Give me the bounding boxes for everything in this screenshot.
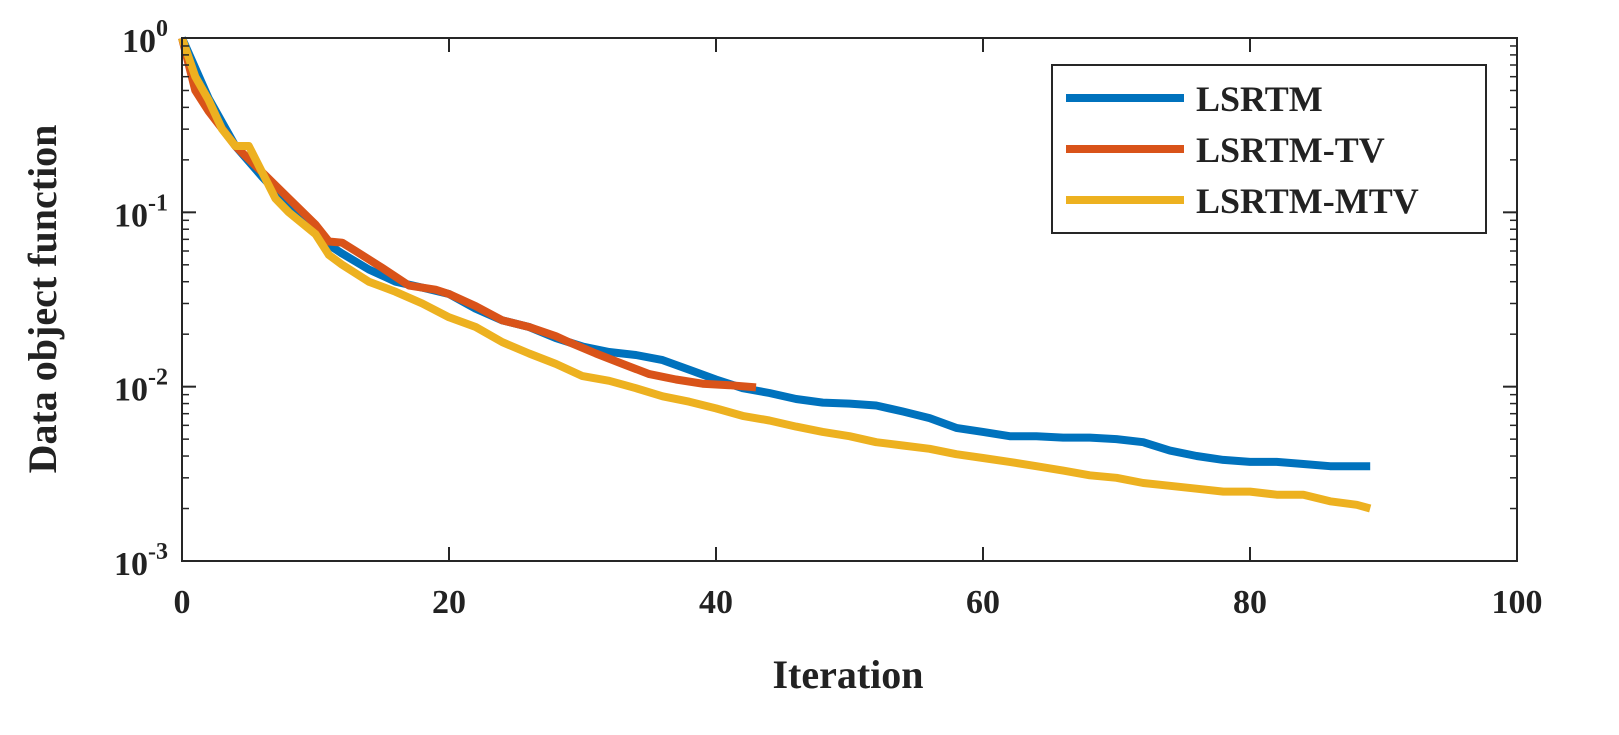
y-tick-label: 10-2 bbox=[114, 365, 168, 409]
x-tick-label: 20 bbox=[432, 584, 466, 621]
series-line-lsrtm bbox=[178, 36, 1371, 471]
x-axis-label: Iteration bbox=[772, 652, 923, 697]
legend-label-lsrtm: LSRTM bbox=[1196, 79, 1323, 119]
y-tick-base: 10 bbox=[114, 372, 148, 409]
series-line-lsrtm-mtv bbox=[178, 36, 1372, 513]
y-tick-base: 10 bbox=[114, 546, 148, 583]
legend: LSRTM LSRTM-TV LSRTM-MTV bbox=[1051, 64, 1487, 234]
x-tick-label: 80 bbox=[1233, 584, 1267, 621]
y-tick-base: 10 bbox=[114, 197, 148, 234]
legend-label-lsrtm-mtv: LSRTM-MTV bbox=[1196, 181, 1419, 221]
y-tick-base: 10 bbox=[122, 23, 156, 60]
series-layer bbox=[178, 36, 1372, 513]
x-tick-label: 100 bbox=[1492, 584, 1543, 621]
x-tick-labels: 0 20 40 60 80 100 bbox=[174, 584, 1543, 621]
y-axis-label: Data object function bbox=[20, 125, 65, 474]
x-tick-label: 40 bbox=[699, 584, 733, 621]
y-tick-label: 10-3 bbox=[114, 539, 168, 583]
legend-label-lsrtm-tv: LSRTM-TV bbox=[1196, 130, 1385, 170]
y-tick-exponent: -2 bbox=[148, 365, 168, 391]
x-tick-label: 60 bbox=[966, 584, 1000, 621]
y-tick-label: 10-1 bbox=[114, 190, 168, 234]
ticks-layer bbox=[181, 37, 1518, 562]
plot-frame bbox=[181, 37, 1518, 562]
y-tick-label: 100 bbox=[122, 16, 168, 60]
y-tick-exponent: -1 bbox=[148, 190, 168, 216]
y-tick-exponent: 0 bbox=[156, 16, 168, 42]
y-tick-exponent: -3 bbox=[148, 539, 168, 565]
x-tick-label: 0 bbox=[174, 584, 191, 621]
